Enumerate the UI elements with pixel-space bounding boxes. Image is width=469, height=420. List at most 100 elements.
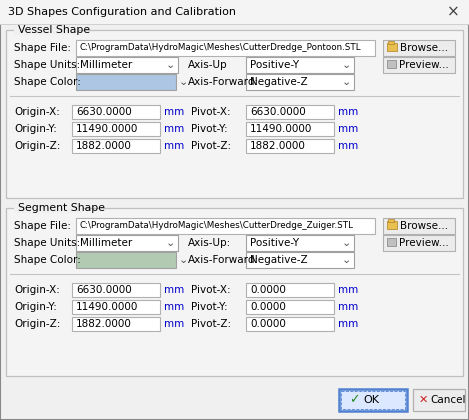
Text: mm: mm bbox=[338, 141, 358, 151]
Bar bbox=[383, 218, 455, 234]
Bar bbox=[72, 317, 160, 331]
Bar bbox=[246, 105, 334, 119]
Text: ⌄: ⌄ bbox=[342, 60, 351, 70]
Text: Preview...: Preview... bbox=[399, 238, 449, 248]
Text: 11490.0000: 11490.0000 bbox=[250, 124, 312, 134]
Bar bbox=[246, 252, 354, 268]
Bar bbox=[383, 40, 455, 56]
Bar bbox=[76, 252, 176, 268]
Text: mm: mm bbox=[164, 107, 184, 117]
Bar bbox=[76, 74, 176, 90]
Text: OK: OK bbox=[363, 395, 379, 405]
Text: 0.0000: 0.0000 bbox=[250, 319, 286, 329]
Text: Shape Units:: Shape Units: bbox=[14, 60, 80, 70]
Text: Axis-Forward:: Axis-Forward: bbox=[188, 77, 259, 87]
Text: Pivot-Z:: Pivot-Z: bbox=[191, 319, 231, 329]
Text: Origin-X:: Origin-X: bbox=[14, 285, 60, 295]
Text: Browse...: Browse... bbox=[400, 221, 448, 231]
Text: mm: mm bbox=[164, 319, 184, 329]
Text: 0.0000: 0.0000 bbox=[250, 285, 286, 295]
Text: ⌄: ⌄ bbox=[342, 238, 351, 248]
Text: Pivot-Y:: Pivot-Y: bbox=[191, 124, 227, 134]
Text: Millimeter: Millimeter bbox=[80, 238, 132, 248]
Text: Axis-Forward:: Axis-Forward: bbox=[188, 255, 259, 265]
Text: Pivot-X:: Pivot-X: bbox=[191, 107, 231, 117]
Bar bbox=[388, 41, 394, 44]
Text: 6630.0000: 6630.0000 bbox=[76, 107, 132, 117]
Text: ×: × bbox=[446, 5, 459, 19]
Bar bbox=[341, 391, 405, 409]
Bar bbox=[72, 283, 160, 297]
Bar bbox=[246, 317, 334, 331]
Text: Negative-Z: Negative-Z bbox=[250, 77, 308, 87]
Text: Origin-Z:: Origin-Z: bbox=[14, 141, 61, 151]
Text: ⌄: ⌄ bbox=[342, 255, 351, 265]
Text: 3D Shapes Configuration and Calibration: 3D Shapes Configuration and Calibration bbox=[8, 7, 236, 17]
Bar bbox=[246, 57, 354, 73]
Bar bbox=[246, 300, 334, 314]
Bar bbox=[246, 122, 334, 136]
Text: ⌄: ⌄ bbox=[179, 255, 189, 265]
Text: mm: mm bbox=[164, 302, 184, 312]
Text: Preview...: Preview... bbox=[399, 60, 449, 70]
Bar bbox=[76, 218, 375, 234]
Bar bbox=[76, 40, 375, 56]
Bar bbox=[72, 122, 160, 136]
Bar bbox=[6, 30, 463, 198]
Text: mm: mm bbox=[338, 124, 358, 134]
Bar bbox=[6, 208, 463, 376]
Bar bbox=[387, 43, 397, 51]
Bar bbox=[246, 74, 354, 90]
Text: Segment Shape: Segment Shape bbox=[18, 203, 105, 213]
Text: Shape File:: Shape File: bbox=[14, 221, 71, 231]
Text: 6630.0000: 6630.0000 bbox=[76, 285, 132, 295]
Text: Origin-X:: Origin-X: bbox=[14, 107, 60, 117]
Text: mm: mm bbox=[164, 124, 184, 134]
Text: ✕: ✕ bbox=[419, 395, 428, 405]
Text: ✓: ✓ bbox=[349, 394, 360, 407]
Bar bbox=[14, 203, 83, 213]
Text: Browse...: Browse... bbox=[400, 43, 448, 53]
Text: Positive-Y: Positive-Y bbox=[250, 238, 299, 248]
Text: Pivot-X:: Pivot-X: bbox=[191, 285, 231, 295]
Bar bbox=[387, 221, 397, 229]
Bar bbox=[387, 238, 396, 246]
Bar bbox=[76, 235, 178, 251]
Bar bbox=[246, 235, 354, 251]
Text: Cancel: Cancel bbox=[430, 395, 466, 405]
Bar bbox=[72, 300, 160, 314]
Text: Shape Color:: Shape Color: bbox=[14, 255, 81, 265]
Bar bbox=[339, 389, 407, 411]
Text: Axis-Up: Axis-Up bbox=[188, 60, 227, 70]
Text: C:\ProgramData\HydroMagic\Meshes\CutterDredge_Pontoon.STL: C:\ProgramData\HydroMagic\Meshes\CutterD… bbox=[80, 44, 362, 52]
Text: mm: mm bbox=[338, 107, 358, 117]
Text: Shape Color:: Shape Color: bbox=[14, 77, 81, 87]
Text: 1882.0000: 1882.0000 bbox=[76, 141, 132, 151]
Bar bbox=[72, 139, 160, 153]
Bar bbox=[413, 389, 465, 411]
Text: Pivot-Y:: Pivot-Y: bbox=[191, 302, 227, 312]
Text: mm: mm bbox=[338, 285, 358, 295]
Text: Shape File:: Shape File: bbox=[14, 43, 71, 53]
Bar bbox=[246, 283, 334, 297]
Text: Origin-Z:: Origin-Z: bbox=[14, 319, 61, 329]
Bar bbox=[383, 235, 455, 251]
Bar bbox=[14, 25, 78, 35]
Text: ⌄: ⌄ bbox=[166, 60, 175, 70]
Text: Millimeter: Millimeter bbox=[80, 60, 132, 70]
Text: 0.0000: 0.0000 bbox=[250, 302, 286, 312]
Text: Vessel Shape: Vessel Shape bbox=[18, 25, 90, 35]
Bar bbox=[0, 0, 469, 24]
Text: mm: mm bbox=[164, 141, 184, 151]
Text: 6630.0000: 6630.0000 bbox=[250, 107, 306, 117]
Text: Pivot-Z:: Pivot-Z: bbox=[191, 141, 231, 151]
Text: ⌄: ⌄ bbox=[179, 77, 189, 87]
Text: Origin-Y:: Origin-Y: bbox=[14, 124, 57, 134]
Bar bbox=[246, 139, 334, 153]
Bar bbox=[388, 219, 394, 222]
Text: ⌄: ⌄ bbox=[166, 238, 175, 248]
Text: 11490.0000: 11490.0000 bbox=[76, 302, 138, 312]
Text: Shape Units:: Shape Units: bbox=[14, 238, 80, 248]
Text: mm: mm bbox=[338, 319, 358, 329]
Text: Negative-Z: Negative-Z bbox=[250, 255, 308, 265]
